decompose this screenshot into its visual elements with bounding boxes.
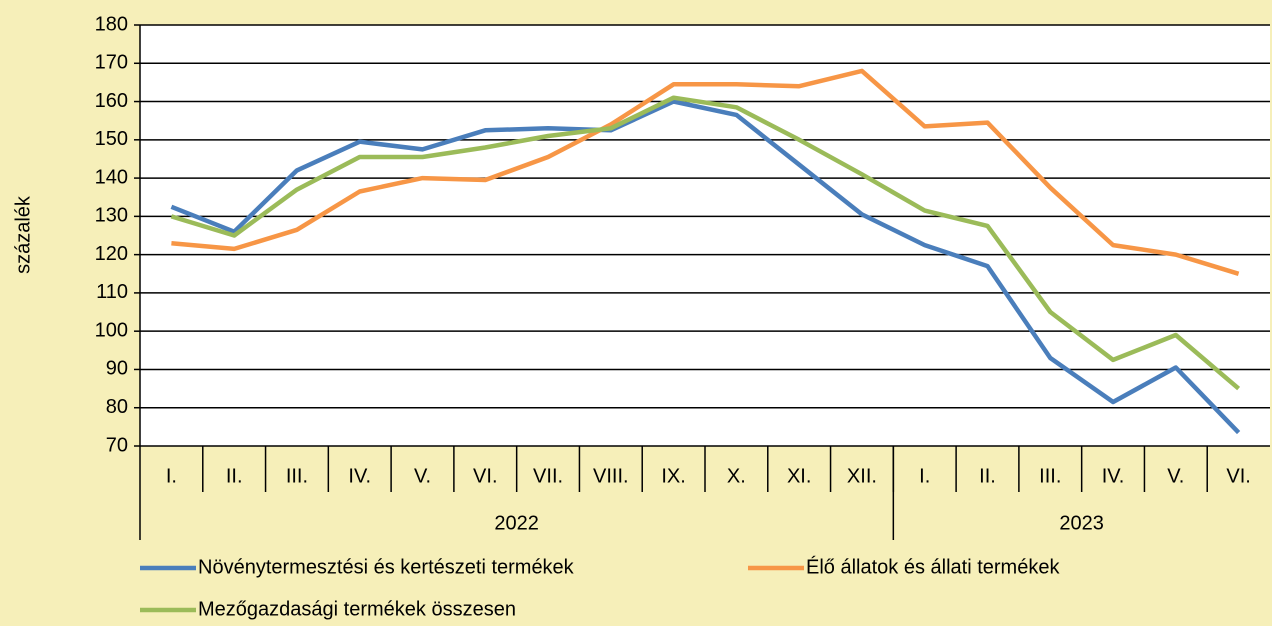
y-tick-label: 140 — [95, 166, 128, 188]
x-tick-label: III. — [286, 465, 308, 487]
y-tick-label: 120 — [95, 243, 128, 265]
y-tick-label: 170 — [95, 52, 128, 74]
y-tick-label: 150 — [95, 128, 128, 150]
group-label: 2022 — [494, 512, 539, 534]
x-tick-label: IV. — [348, 465, 371, 487]
series-line — [170, 99, 1241, 435]
x-tick-label: VI. — [1226, 465, 1250, 487]
x-tick-label: IV. — [1102, 465, 1125, 487]
x-tick-label: VI. — [473, 465, 497, 487]
y-tick-label: 90 — [106, 358, 128, 380]
x-tick-label: VIII. — [593, 465, 629, 487]
y-tick-label: 130 — [95, 205, 128, 227]
x-tick-label: V. — [1167, 465, 1184, 487]
plot-area — [140, 25, 1270, 446]
series-line — [170, 95, 1241, 391]
x-tick-label: VII. — [533, 465, 563, 487]
series-line — [171, 68, 1240, 276]
x-tick-label: II. — [979, 465, 996, 487]
x-tick-label: I. — [166, 465, 177, 487]
legend-label: Növénytermesztési és kertészeti termékek — [198, 556, 575, 578]
x-tick-label: XI. — [787, 465, 811, 487]
x-tick-label: V. — [414, 465, 431, 487]
y-tick-label: 180 — [95, 13, 128, 35]
y-tick-label: 80 — [106, 396, 128, 418]
legend-label: Élő állatok és állati termékek — [806, 555, 1060, 578]
legend-label: Mezőgazdasági termékek összesen — [198, 598, 516, 620]
y-tick-label: 160 — [95, 90, 128, 112]
y-axis-label: százalék — [12, 195, 34, 274]
x-tick-label: XII. — [847, 465, 877, 487]
x-tick-label: X. — [727, 465, 746, 487]
x-tick-label: II. — [226, 465, 243, 487]
y-tick-label: 70 — [106, 434, 128, 456]
group-label: 2023 — [1059, 512, 1104, 534]
x-tick-label: III. — [1039, 465, 1061, 487]
y-tick-label: 110 — [96, 281, 128, 303]
y-tick-label: 100 — [95, 319, 128, 341]
x-tick-label: IX. — [661, 465, 685, 487]
x-tick-label: I. — [919, 465, 930, 487]
